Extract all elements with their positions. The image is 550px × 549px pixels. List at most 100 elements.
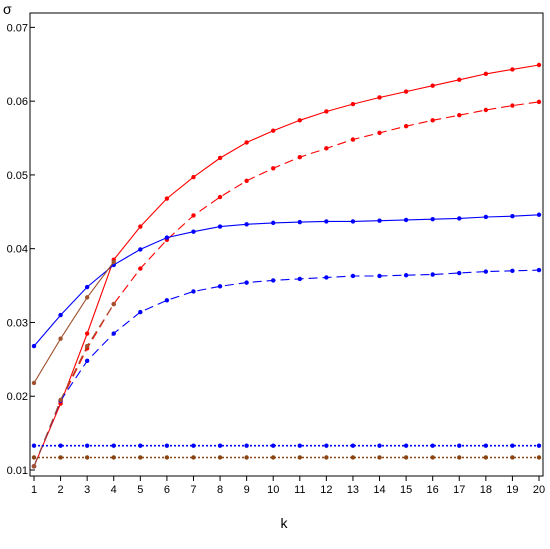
series-7-point	[403, 443, 409, 448]
series-layer	[31, 62, 542, 469]
series-2-point	[191, 213, 196, 218]
series-8-point	[377, 455, 382, 460]
series-7-point	[350, 443, 356, 448]
series-7-point	[217, 443, 223, 448]
series-3-point	[324, 219, 329, 224]
series-1-point	[217, 155, 223, 161]
series-1-point	[191, 174, 196, 180]
series-7-point	[138, 443, 143, 448]
series-8-point	[244, 455, 249, 460]
series-8-point	[111, 455, 116, 460]
x-tick-label: 15	[400, 484, 412, 496]
series-7-point	[244, 443, 249, 448]
series-7-point	[271, 443, 276, 448]
series-3-point	[510, 214, 515, 219]
series-4-point	[191, 289, 196, 294]
series-8-point	[164, 455, 170, 460]
y-tick-label: 0.07	[7, 22, 28, 34]
series-4-point	[271, 278, 276, 283]
series-4-point	[457, 270, 462, 276]
series-4-point	[84, 358, 90, 364]
series-7-point	[430, 443, 435, 448]
series-1-point	[244, 140, 249, 145]
series-4-point	[483, 269, 489, 274]
series-2-point	[430, 118, 435, 123]
series-3-point	[430, 216, 435, 222]
x-tick-label: 5	[137, 484, 143, 496]
series-7-point	[58, 443, 63, 448]
series-7-point	[297, 443, 302, 448]
series-1-point	[377, 95, 382, 100]
series-2-point	[403, 124, 409, 129]
series-7-point	[164, 443, 170, 448]
series-8-point	[31, 455, 37, 460]
series-2-point	[377, 130, 382, 136]
series-2-point	[324, 146, 329, 151]
y-tick-label: 0.03	[7, 317, 28, 329]
series-2-point	[271, 166, 276, 171]
series-2-point	[457, 112, 462, 118]
series-8-point	[58, 455, 63, 460]
series-3-point	[377, 218, 382, 223]
series-7-point	[510, 443, 515, 448]
series-3-point	[217, 224, 223, 229]
series-1-point	[510, 67, 515, 72]
series-4-point	[377, 273, 382, 279]
series-2-point	[483, 107, 489, 113]
series-4-point	[324, 275, 329, 280]
x-tick-label: 16	[427, 484, 439, 496]
series-4-point	[111, 331, 116, 336]
series-3-point	[403, 217, 409, 223]
x-tick-label: 4	[111, 484, 117, 496]
series-8-point	[217, 455, 223, 460]
series-1-point	[457, 77, 462, 82]
x-tick-label: 18	[480, 484, 492, 496]
series-4-point	[536, 267, 542, 273]
series-1-point	[271, 128, 276, 133]
series-8-point	[138, 455, 143, 460]
series-2-point	[510, 103, 515, 108]
series-4-point	[244, 280, 249, 285]
x-tick-label: 19	[506, 484, 518, 496]
series-8-point	[84, 455, 90, 460]
series-4-point	[403, 273, 409, 278]
y-axis-title: σ	[3, 1, 12, 17]
series-1-point	[84, 331, 90, 336]
series-8-point	[350, 455, 356, 460]
series-6-point	[31, 464, 37, 469]
series-7-point	[324, 443, 329, 448]
series-4-point	[510, 268, 515, 274]
series-8-point	[403, 455, 409, 460]
series-line-4	[33, 269, 540, 467]
series-5-point	[31, 380, 37, 386]
series-7-point	[191, 443, 196, 448]
series-2-point	[217, 194, 223, 200]
series-line-1	[33, 64, 540, 467]
series-7-point	[483, 443, 489, 448]
series-4-point	[350, 273, 356, 279]
series-1-point	[297, 118, 302, 123]
series-7-point	[377, 443, 382, 448]
series-8-point	[483, 455, 489, 460]
series-8-point	[191, 455, 196, 460]
series-3-point	[536, 212, 542, 217]
series-3-point	[483, 214, 489, 220]
series-1-point	[324, 109, 329, 114]
y-tick-label: 0.05	[7, 170, 28, 182]
series-5-point	[111, 259, 116, 265]
series-5-point	[58, 336, 63, 341]
x-tick-label: 3	[84, 484, 90, 496]
x-tick-label: 12	[320, 484, 332, 496]
y-tick-label: 0.02	[7, 391, 28, 403]
series-7-point	[536, 443, 542, 448]
series-8-point	[324, 455, 329, 460]
plot-frame	[29, 12, 544, 477]
y-tick-label: 0.01	[7, 465, 28, 477]
series-7-point	[111, 443, 116, 448]
series-1-point	[403, 89, 409, 94]
series-1-point	[164, 196, 170, 201]
series-8-point	[536, 455, 542, 460]
series-3-point	[457, 216, 462, 221]
series-4-point	[217, 284, 223, 289]
